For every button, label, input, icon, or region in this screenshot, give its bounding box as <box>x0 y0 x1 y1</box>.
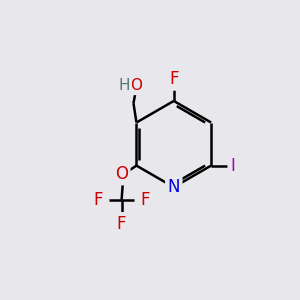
Text: F: F <box>94 191 103 209</box>
Text: F: F <box>169 70 178 88</box>
Text: O: O <box>130 78 142 93</box>
Text: H: H <box>118 78 130 93</box>
Text: N: N <box>167 178 180 196</box>
Text: F: F <box>140 191 149 209</box>
Text: I: I <box>230 157 235 175</box>
Text: O: O <box>115 165 128 183</box>
Text: F: F <box>117 214 126 232</box>
